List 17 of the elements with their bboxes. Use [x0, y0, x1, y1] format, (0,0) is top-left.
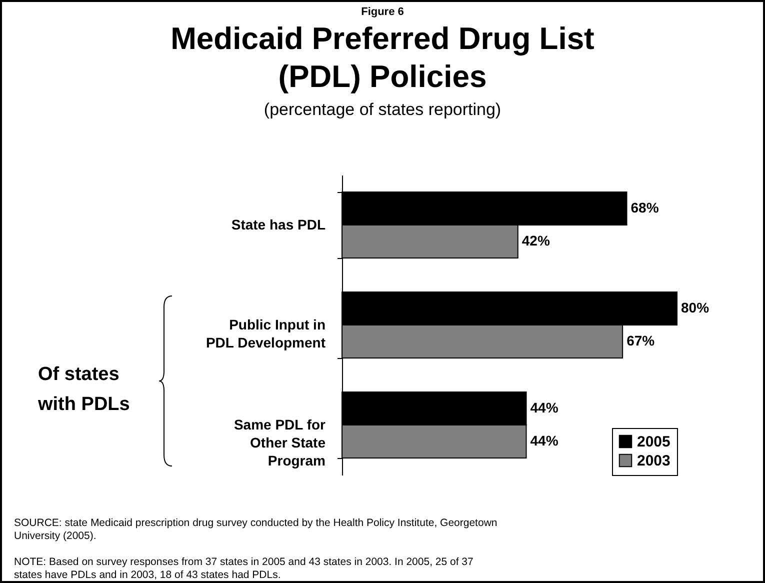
chart-subtitle: (percentage of states reporting) [262, 100, 502, 120]
data-label: 80% [681, 300, 710, 316]
chart-title: Medicaid Preferred Drug List (PDL) Policies [170, 20, 596, 96]
data-label: 44% [530, 400, 559, 416]
legend-label: 2003 [637, 452, 670, 470]
y-tick-label: Same PDL for Other State Program [234, 416, 326, 468]
data-label: 42% [522, 232, 550, 248]
caption: Figure 6 [360, 6, 405, 18]
data-label: 44% [530, 432, 559, 448]
legend-label: 2005 [637, 434, 670, 450]
y-tick-label: State has PDL [231, 216, 326, 232]
data-label: 68% [630, 200, 660, 216]
source-note: SOURCE: state Medicaid prescription drug survey conducted by the Health Policy Institute, Georgetown University (2005). [14, 517, 498, 543]
text: Of states with PDLs [38, 363, 131, 417]
data-label: 67% [626, 332, 656, 348]
y-tick-label: Public Input in PDL Development [206, 316, 326, 350]
text: NOTE: Based on survey responses from 37 states in 2005 and 43 states in 2003. In 2005, 25 of 37 states have PDLs and in 2003, 18 of 43 states had PDLs. [14, 556, 474, 582]
